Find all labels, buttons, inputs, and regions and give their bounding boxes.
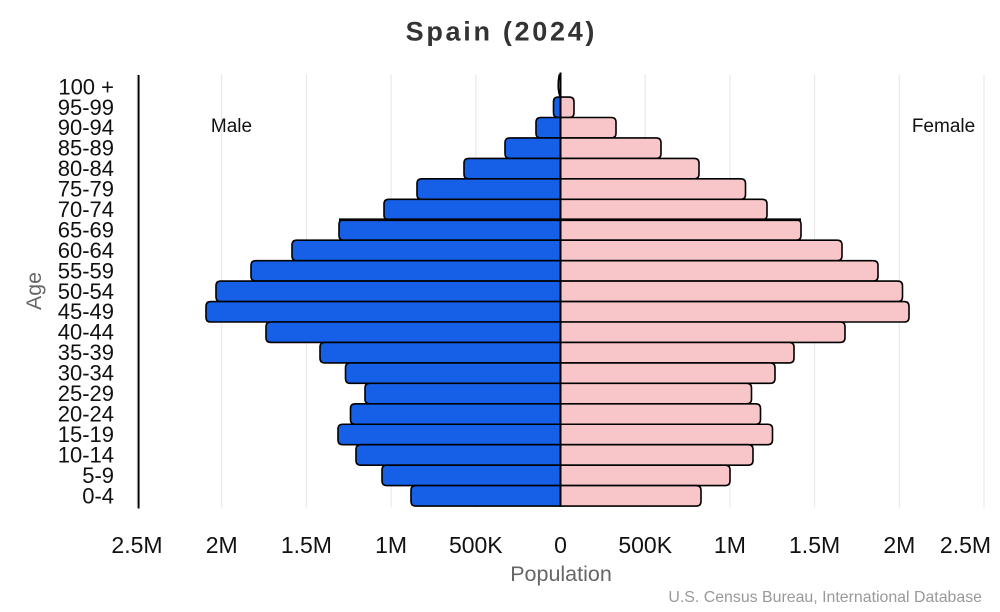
svg-text:Population: Population [510,562,612,586]
svg-text:0-4: 0-4 [82,483,114,508]
svg-text:25-29: 25-29 [58,381,114,406]
svg-text:90-94: 90-94 [58,115,114,140]
svg-text:Age: Age [22,272,46,310]
svg-text:20-24: 20-24 [58,402,114,427]
svg-text:1.5M: 1.5M [281,532,332,558]
svg-text:30-34: 30-34 [58,361,114,386]
svg-text:10-14: 10-14 [58,442,114,467]
svg-text:65-69: 65-69 [58,217,114,242]
svg-text:U.S. Census Bureau, Internatio: U.S. Census Bureau, International Databa… [668,589,982,606]
svg-text:500K: 500K [618,532,672,558]
svg-text:Spain (2024): Spain (2024) [406,17,597,47]
svg-text:80-84: 80-84 [58,156,114,181]
svg-text:2.5M: 2.5M [111,532,162,558]
svg-text:95-99: 95-99 [58,95,114,120]
svg-text:Female: Female [912,116,975,137]
svg-text:70-74: 70-74 [58,197,114,222]
svg-text:1.5M: 1.5M [789,532,840,558]
svg-text:0: 0 [554,532,567,558]
svg-text:2.5M: 2.5M [940,532,991,558]
svg-text:100 +: 100 + [58,74,114,99]
svg-text:5-9: 5-9 [82,463,114,488]
svg-text:500K: 500K [449,532,503,558]
svg-text:85-89: 85-89 [58,136,114,161]
svg-text:2M: 2M [883,532,915,558]
svg-text:1M: 1M [375,532,407,558]
svg-text:55-59: 55-59 [58,258,114,283]
svg-text:35-39: 35-39 [58,340,114,365]
svg-text:1M: 1M [714,532,746,558]
svg-text:60-64: 60-64 [58,238,114,263]
svg-text:Male: Male [211,116,252,137]
svg-text:2M: 2M [206,532,238,558]
svg-text:40-44: 40-44 [58,320,114,345]
svg-text:50-54: 50-54 [58,279,114,304]
svg-text:45-49: 45-49 [58,299,114,324]
svg-text:75-79: 75-79 [58,177,114,202]
svg-text:15-19: 15-19 [58,422,114,447]
